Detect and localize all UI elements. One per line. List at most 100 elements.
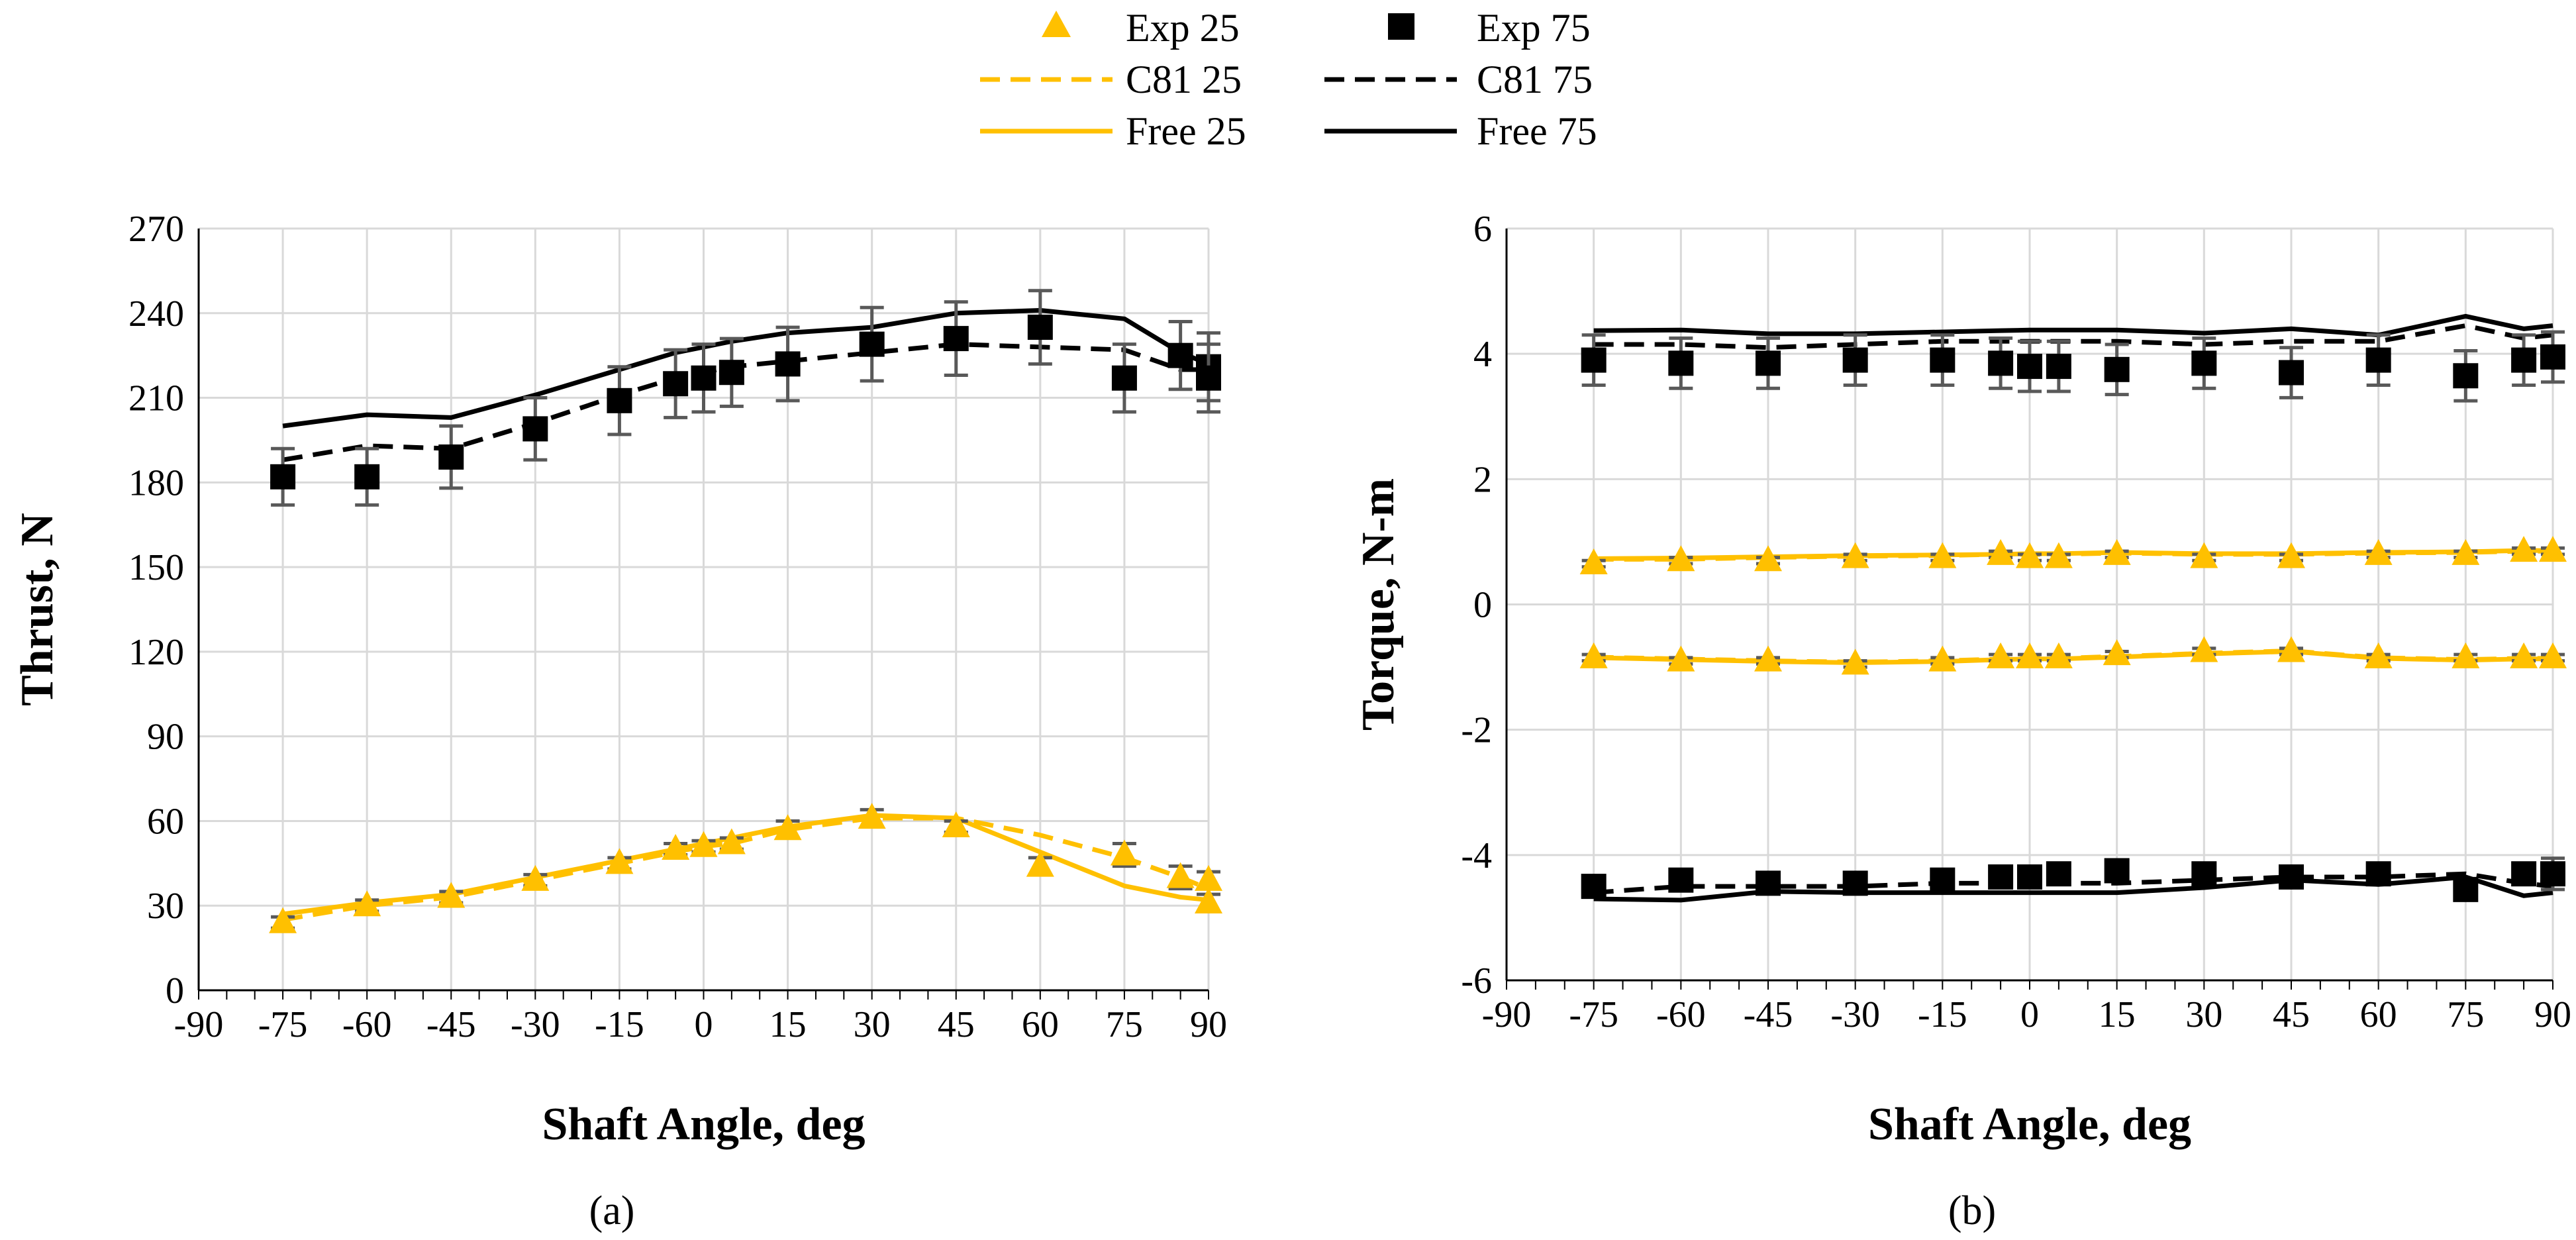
- y-tick-label: 4: [1473, 334, 1492, 375]
- legend-label-free-75: Free 75: [1477, 109, 1597, 153]
- data-point-exp-75-upper: [1668, 350, 1694, 376]
- x-tick-label: -75: [258, 1004, 308, 1045]
- y-tick-label: 210: [128, 378, 184, 419]
- data-point-exp-75: [438, 444, 464, 470]
- data-point-exp-75-lower: [2104, 858, 2130, 884]
- x-tick-label: 0: [695, 1004, 713, 1045]
- data-point-exp-25-upper: [2016, 542, 2044, 568]
- y-tick-label: 60: [147, 801, 184, 842]
- y-tick-label: 180: [128, 462, 184, 503]
- data-point-exp-25-upper: [2103, 539, 2131, 565]
- y-axis-title: Thrust, N: [12, 513, 63, 706]
- data-point-exp-25-lower: [2044, 642, 2073, 668]
- series-line-free-75-lower: [1593, 874, 2553, 903]
- data-point-exp-25: [353, 890, 381, 917]
- data-point-exp-75: [607, 388, 632, 413]
- data-point-exp-75: [691, 365, 717, 391]
- x-tick-label: -45: [426, 1004, 476, 1045]
- y-tick-label: 6: [1473, 209, 1492, 250]
- data-point-exp-25: [1195, 887, 1222, 913]
- data-point-exp-75-upper: [2511, 347, 2537, 373]
- data-point-exp-25-lower: [2190, 636, 2218, 662]
- data-point-exp-75-upper: [2191, 350, 2217, 376]
- data-point-exp-25: [521, 864, 550, 891]
- x-tick-label: -30: [1830, 994, 1880, 1035]
- data-point-exp-75-lower: [2540, 861, 2565, 887]
- y-tick-label: 240: [128, 293, 184, 335]
- data-point-exp-25-upper: [1754, 545, 1782, 572]
- y-tick-label: -2: [1461, 710, 1492, 751]
- data-point-exp-75-lower: [1581, 874, 1607, 900]
- data-point-exp-75: [718, 360, 744, 386]
- legend-label-c81-25: C81 25: [1126, 58, 1242, 101]
- y-tick-label: 270: [128, 209, 184, 250]
- data-point-exp-75-upper: [2104, 356, 2130, 382]
- x-tick-label: 90: [1190, 1004, 1227, 1045]
- data-point-exp-75-upper: [1842, 347, 1868, 373]
- data-point-exp-25-lower: [1579, 642, 1608, 668]
- data-point-exp-75: [775, 351, 801, 377]
- data-point-exp-25: [1195, 864, 1222, 891]
- data-point-exp-25: [662, 834, 690, 860]
- series-line-free-25: [282, 813, 1209, 917]
- y-axis-title: Torque, N-m: [1353, 478, 1404, 731]
- x-tick-label: 90: [2534, 994, 2571, 1035]
- data-point-exp-75-lower: [1842, 870, 1868, 896]
- data-point-exp-75-lower: [2365, 861, 2391, 887]
- x-axis-title: Shaft Angle, deg: [1868, 1099, 2191, 1150]
- data-point-exp-25-lower: [1928, 645, 1957, 672]
- data-point-exp-75-lower: [1930, 867, 1956, 893]
- data-point-exp-75-lower: [1668, 867, 1694, 893]
- y-tick-label: 0: [1473, 585, 1492, 626]
- x-tick-label: -30: [511, 1004, 560, 1045]
- data-point-exp-25-upper: [2452, 539, 2480, 565]
- y-tick-label: 120: [128, 632, 184, 673]
- data-point-exp-25-upper: [2277, 542, 2305, 568]
- data-point-exp-75-upper: [2365, 347, 2391, 373]
- x-tick-label: -15: [595, 1004, 644, 1045]
- x-tick-label: 45: [938, 1004, 975, 1045]
- x-tick-label: -45: [1744, 994, 1793, 1035]
- data-point-exp-75: [522, 416, 548, 442]
- data-point-exp-25-upper: [2364, 539, 2393, 565]
- legend: Exp 25 Exp 75 C81 25 C81 75 Free 25 Free 75: [980, 6, 1597, 153]
- data-point-exp-75-upper: [2453, 363, 2479, 389]
- data-point-exp-75-lower: [2279, 864, 2304, 890]
- data-point-exp-75-upper: [1581, 347, 1607, 373]
- data-point-exp-75-upper: [2279, 360, 2304, 386]
- y-tick-label: -4: [1461, 835, 1492, 876]
- data-point-exp-75: [354, 464, 380, 490]
- x-tick-label: -90: [174, 1004, 224, 1045]
- data-point-exp-25-upper: [2539, 536, 2567, 562]
- x-tick-label: -15: [1918, 994, 1967, 1035]
- x-tick-label: -90: [1482, 994, 1532, 1035]
- data-point-exp-25-upper: [1579, 548, 1608, 575]
- series-line-free-75: [282, 308, 1210, 429]
- data-point-exp-25-lower: [2539, 642, 2567, 668]
- legend-label-free-25: Free 25: [1126, 109, 1246, 153]
- x-tick-label: 15: [769, 1004, 807, 1045]
- x-tick-label: 30: [854, 1004, 891, 1045]
- data-point-exp-75-lower: [1756, 870, 1781, 896]
- data-point-exp-25-lower: [1667, 645, 1695, 672]
- data-point-exp-75-upper: [1988, 350, 2014, 376]
- chart-thrust: -90 -75 -60 -45 -30 -15 0 15 30 45 60 75 90 0 30 60 90 12…: [12, 209, 1227, 1150]
- data-point-exp-25: [1110, 839, 1138, 866]
- data-point-exp-75: [859, 331, 885, 357]
- data-point-exp-25: [605, 848, 634, 874]
- data-point-exp-75-lower: [2191, 861, 2217, 887]
- series-line-c81-25: [282, 815, 1210, 922]
- data-point-exp-25-lower: [2364, 642, 2393, 668]
- y-tick-label: 0: [166, 970, 184, 1011]
- data-point-exp-75: [270, 464, 296, 490]
- data-point-exp-75-lower: [1988, 864, 2014, 890]
- data-point-exp-25-lower: [2510, 642, 2538, 668]
- data-point-exp-75-upper: [2540, 344, 2565, 370]
- data-point-exp-25: [942, 811, 970, 837]
- legend-label-exp-75: Exp 75: [1477, 6, 1591, 50]
- data-point-exp-75: [1027, 315, 1053, 340]
- data-point-exp-75: [943, 326, 969, 352]
- series-line-free-75-upper: [1593, 313, 2553, 338]
- data-point-exp-25: [269, 907, 297, 933]
- legend-symbol-exp-75: [1388, 13, 1414, 40]
